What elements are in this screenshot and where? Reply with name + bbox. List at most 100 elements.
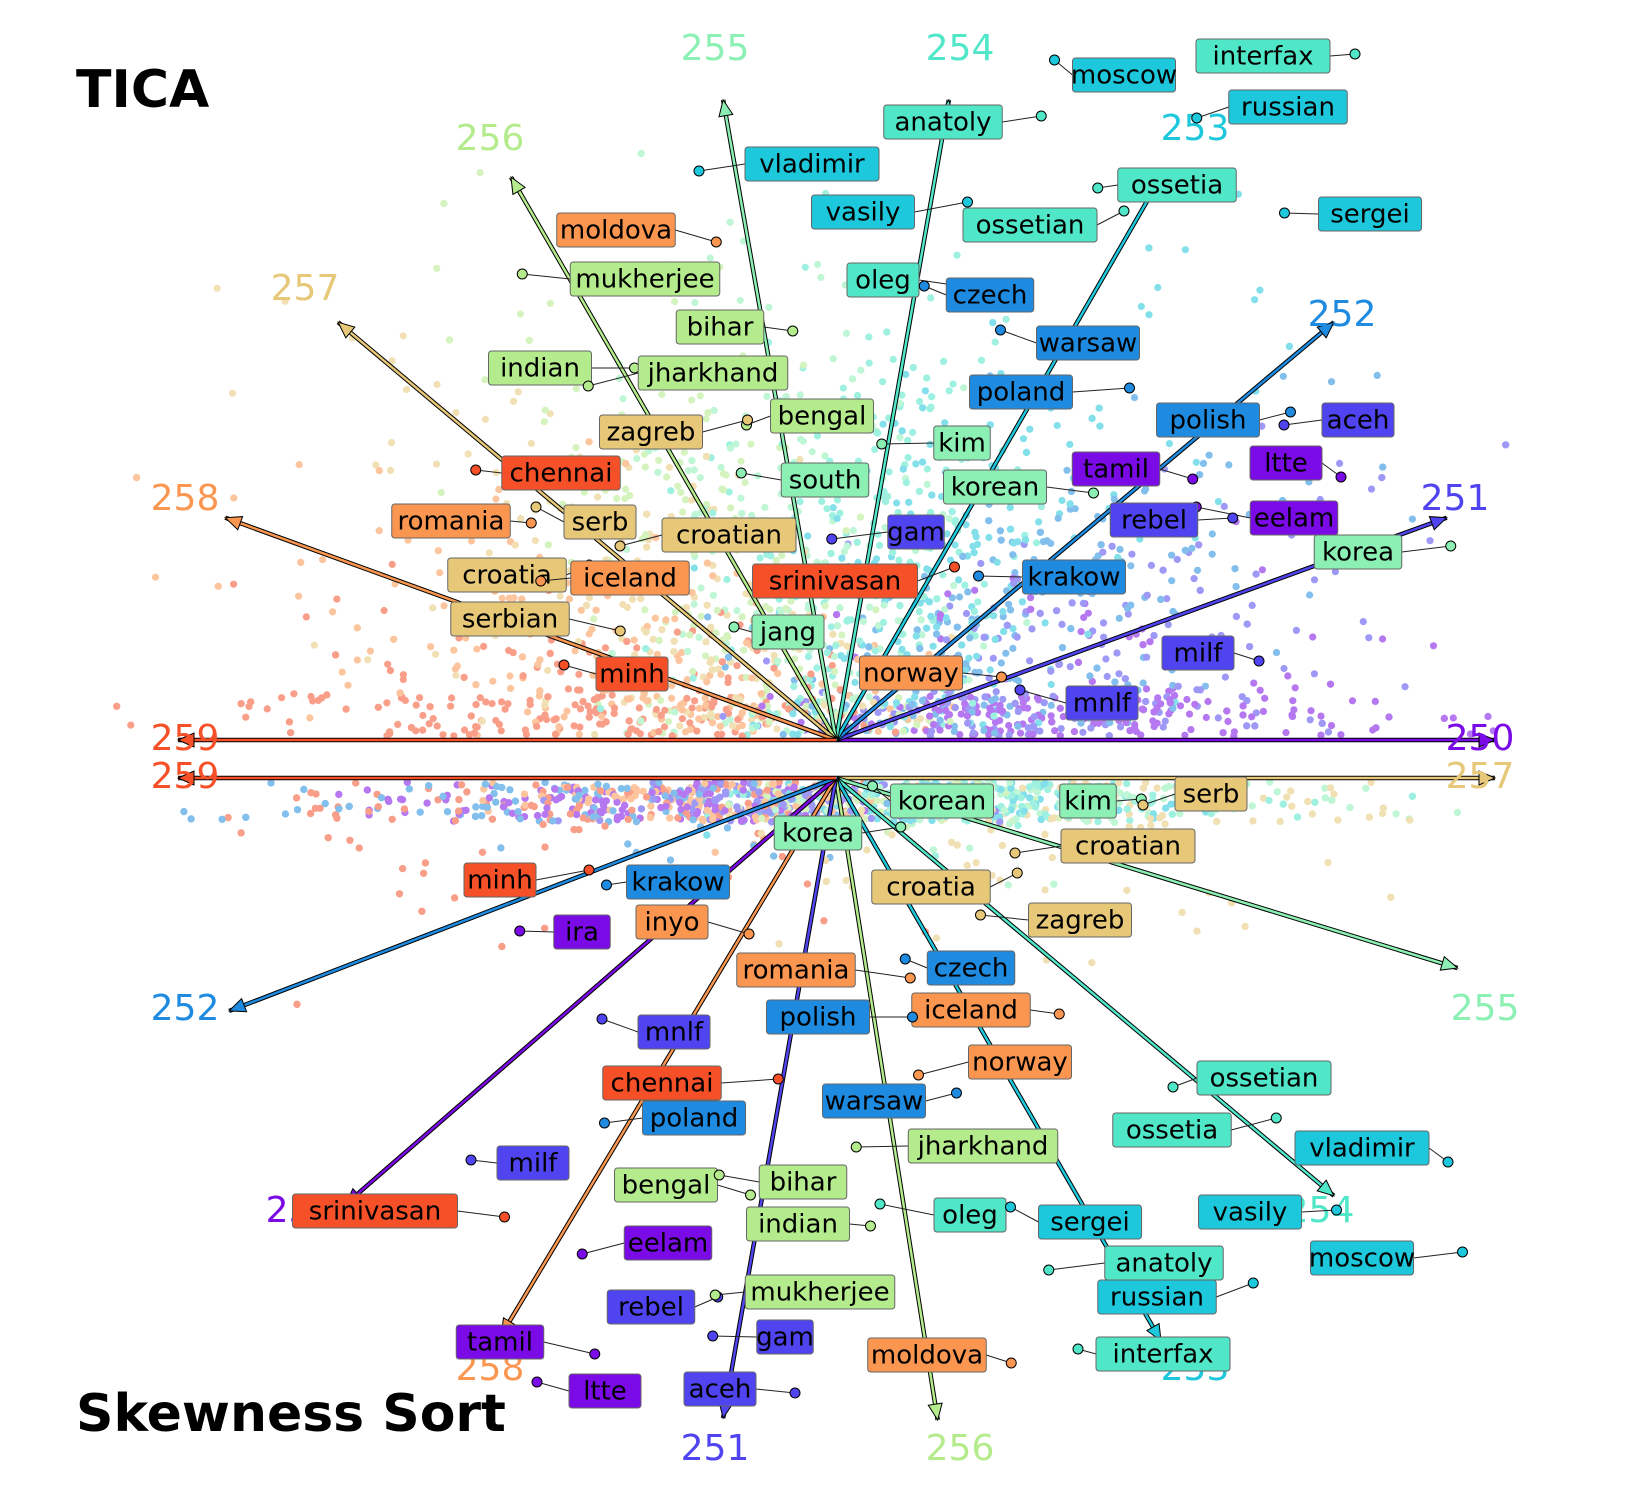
scatter-point bbox=[950, 727, 958, 736]
scatter-point bbox=[764, 702, 772, 710]
scatter-point bbox=[1019, 435, 1028, 443]
scatter-point bbox=[770, 664, 778, 672]
scatter-point bbox=[990, 612, 998, 620]
scatter-point bbox=[655, 456, 663, 464]
scatter-point bbox=[541, 843, 549, 851]
scatter-point bbox=[1058, 620, 1066, 629]
scatter-point bbox=[856, 637, 864, 645]
scatter-point bbox=[625, 717, 633, 725]
scatter-point bbox=[554, 817, 562, 825]
scatter-point bbox=[541, 701, 549, 709]
scatter-point bbox=[670, 648, 678, 656]
scatter-point bbox=[918, 631, 926, 639]
scatter-point bbox=[1174, 682, 1182, 690]
scatter-point bbox=[633, 455, 641, 463]
scatter-point bbox=[880, 601, 888, 609]
scatter-point bbox=[959, 552, 967, 561]
scatter-point bbox=[1056, 732, 1064, 740]
scatter-point bbox=[1066, 440, 1074, 448]
scatter-point bbox=[290, 690, 298, 698]
scatter-point bbox=[1292, 626, 1300, 635]
scatter-point bbox=[451, 894, 459, 902]
scatter-point bbox=[563, 707, 571, 715]
scatter-point bbox=[462, 806, 470, 814]
scatter-point bbox=[1371, 697, 1379, 706]
scatter-point bbox=[737, 457, 745, 465]
scatter-point bbox=[610, 704, 619, 712]
scatter-point bbox=[842, 527, 850, 535]
scatter-point bbox=[936, 611, 945, 619]
scatter-point bbox=[399, 865, 407, 873]
scatter-point bbox=[990, 729, 999, 737]
scatter-point bbox=[572, 444, 580, 452]
scatter-point bbox=[657, 696, 665, 705]
scatter-point bbox=[946, 556, 955, 564]
scatter-point bbox=[724, 653, 733, 661]
scatter-point bbox=[608, 650, 616, 658]
scatter-point bbox=[962, 521, 970, 529]
scatter-point bbox=[968, 699, 977, 707]
scatter-point bbox=[1367, 485, 1376, 493]
scatter-point bbox=[1022, 536, 1030, 544]
scatter-point bbox=[964, 719, 972, 727]
scatter-point bbox=[518, 595, 526, 603]
scatter-point bbox=[1163, 595, 1171, 603]
scatter-point bbox=[481, 376, 489, 384]
scatter-point bbox=[902, 370, 910, 378]
scatter-point bbox=[943, 530, 951, 538]
scatter-point bbox=[1288, 712, 1297, 721]
scatter-point bbox=[1084, 630, 1092, 638]
scatter-point bbox=[953, 251, 961, 259]
scatter-point bbox=[478, 848, 487, 856]
scatter-point bbox=[395, 890, 404, 898]
scatter-point bbox=[665, 718, 673, 726]
scatter-point bbox=[840, 655, 848, 663]
scatter-point bbox=[1256, 686, 1264, 694]
scatter-point bbox=[763, 550, 771, 559]
scatter-point bbox=[1115, 614, 1123, 622]
scatter-point bbox=[399, 675, 407, 684]
scatter-point bbox=[394, 720, 402, 729]
scatter-point bbox=[691, 510, 699, 518]
scatter-point bbox=[997, 659, 1005, 667]
scatter-point bbox=[497, 727, 505, 735]
scatter-point bbox=[1243, 722, 1251, 730]
scatter-point bbox=[642, 628, 650, 636]
scatter-point bbox=[992, 688, 1000, 696]
scatter-point bbox=[387, 466, 395, 474]
scatter-point bbox=[1048, 718, 1056, 726]
scatter-point bbox=[695, 633, 703, 642]
scatter-point bbox=[1102, 655, 1110, 663]
scatter-point bbox=[1193, 927, 1201, 935]
scatter-point bbox=[998, 707, 1007, 715]
scatter-point bbox=[899, 727, 908, 735]
scatter-point bbox=[450, 646, 458, 654]
scatter-point bbox=[237, 829, 245, 837]
scatter-point bbox=[710, 699, 718, 707]
scatter-point bbox=[791, 655, 799, 663]
scatter-point bbox=[541, 711, 549, 719]
scatter-point bbox=[765, 718, 774, 726]
scatter-point bbox=[1011, 699, 1019, 708]
scatter-point bbox=[688, 589, 696, 597]
scatter-point bbox=[617, 785, 625, 793]
scatter-point bbox=[886, 705, 894, 713]
scatter-point bbox=[702, 701, 710, 709]
scatter-point bbox=[1036, 528, 1044, 536]
scatter-point bbox=[859, 702, 867, 710]
scatter-point bbox=[785, 705, 793, 713]
scatter-point bbox=[1114, 553, 1122, 562]
scatter-point bbox=[363, 786, 371, 794]
scatter-point bbox=[658, 626, 666, 634]
scatter-point bbox=[1000, 627, 1008, 636]
scatter-point bbox=[876, 541, 884, 550]
scatter-point bbox=[722, 471, 730, 479]
scatter-point bbox=[1099, 619, 1108, 627]
scatter-point bbox=[1058, 644, 1067, 652]
scatter-point bbox=[702, 638, 710, 646]
scatter-point bbox=[873, 797, 881, 805]
scatter-point bbox=[278, 694, 286, 702]
scatter-point bbox=[1365, 813, 1373, 821]
scatter-point bbox=[1055, 660, 1064, 668]
scatter-point bbox=[1324, 728, 1332, 736]
